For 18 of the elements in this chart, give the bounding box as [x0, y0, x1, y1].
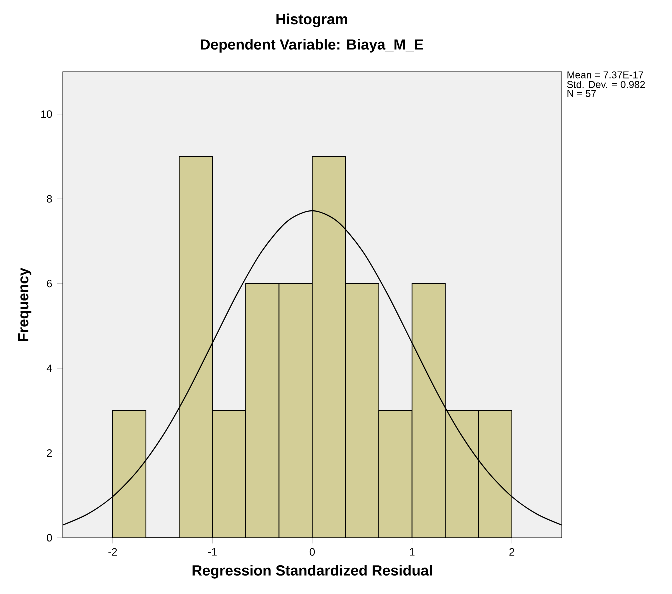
y-tick-label: 4: [46, 364, 52, 372]
y-tick-label: 8: [47, 195, 52, 203]
y-tick-label: 10: [42, 110, 52, 118]
x-tick-label: 1: [410, 548, 415, 556]
x-tick-label: 0: [310, 548, 316, 556]
chart-subtitle: Dependent Variable: Biaya_M_E: [201, 39, 424, 53]
y-tick-label: 6: [47, 280, 52, 288]
chart-title: Histogram: [276, 14, 348, 28]
text: Mean = 7.37E-17: [568, 72, 644, 79]
y-tick-label: 2: [47, 450, 52, 457]
x-axis-title: Regression Standardized Residual: [192, 565, 432, 579]
y-tick-label: 0: [47, 534, 52, 542]
x-tick-label: -1: [208, 548, 217, 556]
y-axis-title: Frequency: [18, 268, 32, 342]
x-tick-label: -2: [108, 548, 118, 556]
x-tick-label: 2: [510, 548, 515, 556]
text: Std. Dev. = 0.982: [567, 80, 646, 88]
text: N = 57: [568, 90, 596, 98]
